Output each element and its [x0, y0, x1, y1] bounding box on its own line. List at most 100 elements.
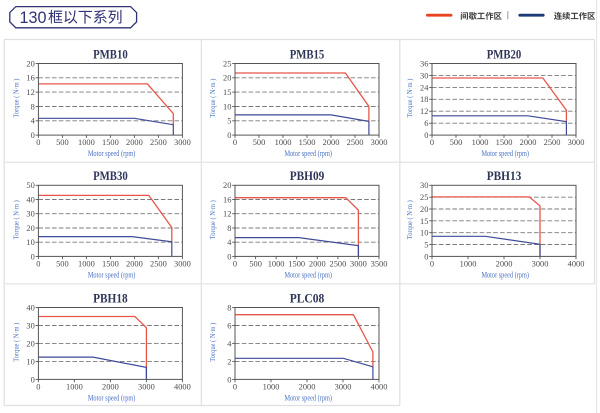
svg-text:20: 20	[26, 339, 34, 348]
svg-text:2000: 2000	[496, 259, 513, 268]
svg-text:4: 4	[227, 238, 232, 247]
svg-text:8: 8	[227, 224, 231, 233]
svg-text:4: 4	[31, 117, 36, 126]
svg-text:Motor speed (rpm): Motor speed (rpm)	[284, 392, 332, 402]
svg-text:0: 0	[36, 382, 40, 391]
svg-text:Torque ( N·m ): Torque ( N·m )	[405, 78, 414, 117]
svg-text:2000: 2000	[126, 259, 143, 268]
svg-text:Motor speed (rpm): Motor speed (rpm)	[481, 269, 529, 279]
svg-text:Torque ( N·m ): Torque ( N·m )	[208, 200, 217, 239]
svg-text:Motor speed (rpm): Motor speed (rpm)	[284, 148, 332, 158]
svg-text:1500: 1500	[496, 138, 513, 147]
svg-text:Torque ( N·m ): Torque ( N·m )	[11, 78, 20, 117]
svg-text:2500: 2500	[544, 138, 561, 147]
svg-text:36: 36	[420, 59, 428, 68]
svg-text:3000: 3000	[174, 138, 191, 147]
svg-text:3000: 3000	[335, 382, 352, 391]
svg-text:4: 4	[227, 339, 232, 348]
svg-text:1500: 1500	[102, 259, 119, 268]
svg-text:0: 0	[31, 375, 35, 384]
svg-text:Motor speed (rpm): Motor speed (rpm)	[481, 148, 529, 158]
svg-text:Motor speed (rpm): Motor speed (rpm)	[284, 269, 332, 279]
svg-text:0: 0	[36, 259, 40, 268]
svg-text:30: 30	[26, 210, 34, 219]
svg-text:15: 15	[223, 88, 231, 97]
svg-text:0: 0	[430, 259, 434, 268]
svg-text:20: 20	[420, 205, 428, 214]
svg-text:0: 0	[31, 252, 35, 261]
svg-text:Torque ( N·m ): Torque ( N·m )	[208, 322, 217, 361]
svg-text:500: 500	[56, 138, 69, 147]
svg-text:2000: 2000	[126, 138, 143, 147]
svg-text:18: 18	[420, 95, 428, 104]
svg-text:0: 0	[430, 138, 434, 147]
svg-text:PLC08: PLC08	[290, 291, 325, 305]
svg-text:1000: 1000	[460, 259, 477, 268]
svg-text:3000: 3000	[350, 259, 367, 268]
svg-text:2000: 2000	[520, 138, 537, 147]
svg-text:Torque ( N·m ): Torque ( N·m )	[208, 78, 217, 117]
svg-text:3000: 3000	[138, 382, 155, 391]
svg-text:6: 6	[227, 321, 231, 330]
svg-text:10: 10	[223, 102, 231, 111]
svg-text:40: 40	[26, 303, 34, 312]
svg-text:PBH13: PBH13	[487, 169, 522, 183]
svg-text:Motor speed (rpm): Motor speed (rpm)	[88, 392, 136, 402]
svg-text:25: 25	[223, 59, 231, 68]
svg-text:30: 30	[420, 71, 428, 80]
svg-text:3000: 3000	[174, 259, 191, 268]
svg-text:Motor speed (rpm): Motor speed (rpm)	[88, 269, 136, 279]
svg-text:PBH09: PBH09	[290, 169, 325, 183]
svg-text:PMB30: PMB30	[93, 169, 128, 183]
svg-text:4000: 4000	[174, 382, 191, 391]
svg-text:30: 30	[420, 181, 428, 190]
svg-text:40: 40	[26, 195, 34, 204]
svg-text:0: 0	[227, 252, 231, 261]
svg-text:2500: 2500	[150, 259, 167, 268]
svg-text:12: 12	[420, 107, 428, 116]
svg-text:1000: 1000	[268, 259, 285, 268]
svg-text:12: 12	[26, 88, 34, 97]
svg-text:5: 5	[227, 117, 231, 126]
svg-text:10: 10	[420, 229, 428, 238]
svg-text:20: 20	[26, 224, 34, 233]
svg-text:2500: 2500	[150, 138, 167, 147]
svg-text:PMB20: PMB20	[487, 47, 522, 61]
svg-text:PMB10: PMB10	[93, 47, 128, 61]
svg-text:12: 12	[223, 210, 231, 219]
svg-text:10: 10	[26, 238, 34, 247]
svg-text:20: 20	[223, 181, 231, 190]
svg-text:2500: 2500	[330, 259, 347, 268]
svg-text:0: 0	[233, 382, 237, 391]
svg-text:30: 30	[26, 321, 34, 330]
svg-text:0: 0	[424, 131, 428, 140]
svg-text:1000: 1000	[78, 259, 95, 268]
svg-text:50: 50	[26, 181, 34, 190]
svg-text:PMB15: PMB15	[290, 47, 325, 61]
svg-text:4000: 4000	[568, 259, 585, 268]
svg-text:8: 8	[31, 102, 35, 111]
svg-text:500: 500	[249, 259, 262, 268]
svg-text:16: 16	[26, 74, 34, 83]
svg-text:8: 8	[227, 303, 231, 312]
svg-text:20: 20	[26, 59, 34, 68]
svg-text:1000: 1000	[66, 382, 83, 391]
svg-text:0: 0	[36, 138, 40, 147]
svg-text:1000: 1000	[263, 382, 280, 391]
svg-text:2: 2	[227, 357, 231, 366]
svg-text:1000: 1000	[275, 138, 292, 147]
svg-text:0: 0	[424, 252, 428, 261]
svg-text:130: 130	[20, 9, 47, 27]
svg-text:3500: 3500	[371, 259, 388, 268]
svg-text:3000: 3000	[532, 259, 549, 268]
svg-text:20: 20	[223, 74, 231, 83]
svg-text:2000: 2000	[102, 382, 119, 391]
svg-text:15: 15	[420, 217, 428, 226]
svg-text:0: 0	[233, 259, 237, 268]
svg-text:16: 16	[223, 195, 231, 204]
svg-text:1500: 1500	[288, 259, 305, 268]
svg-text:500: 500	[56, 259, 69, 268]
svg-text:24: 24	[420, 83, 429, 92]
svg-text:Torque ( N·m ): Torque ( N·m )	[11, 322, 20, 361]
svg-text:2000: 2000	[299, 382, 316, 391]
